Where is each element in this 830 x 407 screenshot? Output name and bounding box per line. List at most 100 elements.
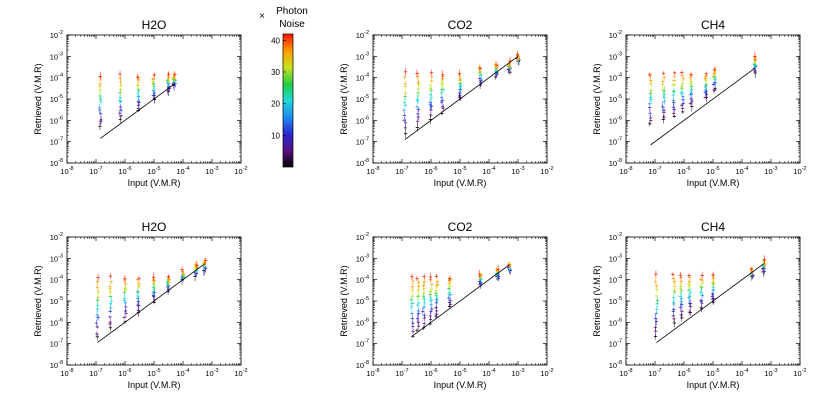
x-tick-label: 10-3 bbox=[511, 368, 524, 378]
x-tick-label: 10-3 bbox=[205, 368, 218, 378]
y-tick-label: 10-2 bbox=[609, 232, 622, 242]
x-tick-label: 10-4 bbox=[176, 368, 189, 378]
panel-title: H2O bbox=[142, 18, 167, 32]
y-tick-label: 10-7 bbox=[50, 137, 63, 147]
y-tick-label: 10-6 bbox=[356, 115, 369, 125]
y-tick-label: 10-5 bbox=[356, 94, 369, 104]
y-tick-label: 10-3 bbox=[356, 253, 369, 263]
y-tick-label: 10-2 bbox=[356, 30, 369, 40]
colorbar-tick-label: 20 bbox=[271, 100, 280, 109]
y-tick-label: 10-7 bbox=[50, 339, 63, 349]
x-tick-label: 10-8 bbox=[366, 166, 379, 176]
y-tick-label: 10-7 bbox=[356, 137, 369, 147]
one-to-one-line bbox=[411, 264, 510, 337]
x-tick-label: 10-6 bbox=[424, 166, 437, 176]
colorbar-marker-symbol: × bbox=[259, 11, 265, 22]
x-tick-label: 10-5 bbox=[453, 166, 466, 176]
x-tick-label: 10-3 bbox=[205, 166, 218, 176]
x-axis-label: Input (V.M.R) bbox=[434, 178, 487, 188]
y-axis-label: Retrieved (V.M.R) bbox=[592, 265, 602, 336]
y-tick-label: 10-6 bbox=[356, 317, 369, 327]
colorbar-scale bbox=[282, 33, 294, 168]
y-tick-label: 10-4 bbox=[356, 275, 369, 285]
x-tick-label: 10-2 bbox=[540, 166, 553, 176]
y-tick-label: 10-3 bbox=[609, 253, 622, 263]
x-tick-label: 10-3 bbox=[764, 368, 777, 378]
one-to-one-line bbox=[404, 56, 519, 140]
y-tick-label: 10-6 bbox=[609, 115, 622, 125]
x-tick-label: 10-7 bbox=[395, 368, 408, 378]
x-axis-label: Input (V.M.R) bbox=[687, 380, 740, 390]
y-tick-label: 10-8 bbox=[609, 360, 622, 370]
x-tick-label: 10-4 bbox=[482, 368, 495, 378]
y-tick-label: 10-5 bbox=[609, 94, 622, 104]
y-axis-label: Retrieved (V.M.R) bbox=[592, 63, 602, 134]
colorbar-tick-label: 30 bbox=[271, 68, 280, 77]
one-to-one-line bbox=[656, 263, 764, 343]
x-tick-label: 10-6 bbox=[424, 368, 437, 378]
panel-title: CH4 bbox=[701, 18, 725, 32]
panel-title: H2O bbox=[142, 220, 167, 234]
y-tick-label: 10-8 bbox=[356, 360, 369, 370]
y-tick-label: 10-8 bbox=[50, 158, 63, 168]
x-tick-label: 10-7 bbox=[648, 368, 661, 378]
x-tick-label: 10-8 bbox=[60, 166, 73, 176]
y-tick-label: 10-6 bbox=[50, 115, 63, 125]
y-tick-label: 10-4 bbox=[356, 73, 369, 83]
y-tick-label: 10-2 bbox=[356, 232, 369, 242]
x-tick-label: 10-4 bbox=[482, 166, 495, 176]
x-tick-label: 10-2 bbox=[540, 368, 553, 378]
y-tick-label: 10-3 bbox=[609, 51, 622, 61]
y-tick-label: 10-2 bbox=[609, 30, 622, 40]
y-tick-label: 10-2 bbox=[50, 30, 63, 40]
panel-title: CH4 bbox=[701, 220, 725, 234]
y-axis-label: Retrieved (V.M.R) bbox=[339, 63, 349, 134]
y-tick-label: 10-7 bbox=[356, 339, 369, 349]
y-tick-label: 10-5 bbox=[50, 94, 63, 104]
x-tick-label: 10-6 bbox=[677, 368, 690, 378]
panel-title: CO2 bbox=[448, 18, 473, 32]
x-tick-label: 10-8 bbox=[619, 368, 632, 378]
y-tick-label: 10-6 bbox=[609, 317, 622, 327]
x-tick-label: 10-2 bbox=[234, 166, 247, 176]
colorbar-tick-label: 10 bbox=[271, 131, 280, 140]
one-to-one-line bbox=[100, 83, 175, 139]
colorbar-title-line-1: Photon bbox=[276, 6, 308, 17]
x-tick-label: 10-5 bbox=[706, 166, 719, 176]
y-tick-label: 10-2 bbox=[50, 232, 63, 242]
x-tick-label: 10-6 bbox=[677, 166, 690, 176]
colorbar: × Photon Noise 10 20 30 40 bbox=[259, 6, 308, 168]
y-tick-label: 10-5 bbox=[356, 296, 369, 306]
y-tick-label: 10-6 bbox=[50, 317, 63, 327]
y-tick-label: 10-8 bbox=[609, 158, 622, 168]
x-tick-label: 10-4 bbox=[735, 166, 748, 176]
x-axis-label: Input (V.M.R) bbox=[687, 178, 740, 188]
x-tick-label: 10-7 bbox=[395, 166, 408, 176]
x-tick-label: 10-8 bbox=[619, 166, 632, 176]
x-tick-label: 10-7 bbox=[89, 166, 102, 176]
y-tick-label: 10-7 bbox=[609, 339, 622, 349]
y-tick-label: 10-4 bbox=[609, 73, 622, 83]
x-tick-label: 10-4 bbox=[176, 166, 189, 176]
y-tick-label: 10-5 bbox=[50, 296, 63, 306]
y-tick-label: 10-8 bbox=[356, 158, 369, 168]
y-tick-label: 10-5 bbox=[609, 296, 622, 306]
x-tick-label: 10-5 bbox=[147, 166, 160, 176]
x-tick-label: 10-3 bbox=[764, 166, 777, 176]
y-tick-label: 10-8 bbox=[50, 360, 63, 370]
x-tick-label: 10-6 bbox=[118, 368, 131, 378]
y-tick-label: 10-3 bbox=[356, 51, 369, 61]
panel-title: CO2 bbox=[448, 220, 473, 234]
x-tick-label: 10-4 bbox=[735, 368, 748, 378]
y-tick-label: 10-4 bbox=[50, 275, 63, 285]
x-tick-label: 10-3 bbox=[511, 166, 524, 176]
y-axis-label: Retrieved (V.M.R) bbox=[33, 63, 43, 134]
x-tick-label: 10-2 bbox=[793, 368, 806, 378]
x-tick-label: 10-5 bbox=[147, 368, 160, 378]
one-to-one-line bbox=[97, 263, 205, 343]
y-axis-label: Retrieved (V.M.R) bbox=[339, 265, 349, 336]
colorbar-tick-label: 40 bbox=[271, 36, 280, 45]
